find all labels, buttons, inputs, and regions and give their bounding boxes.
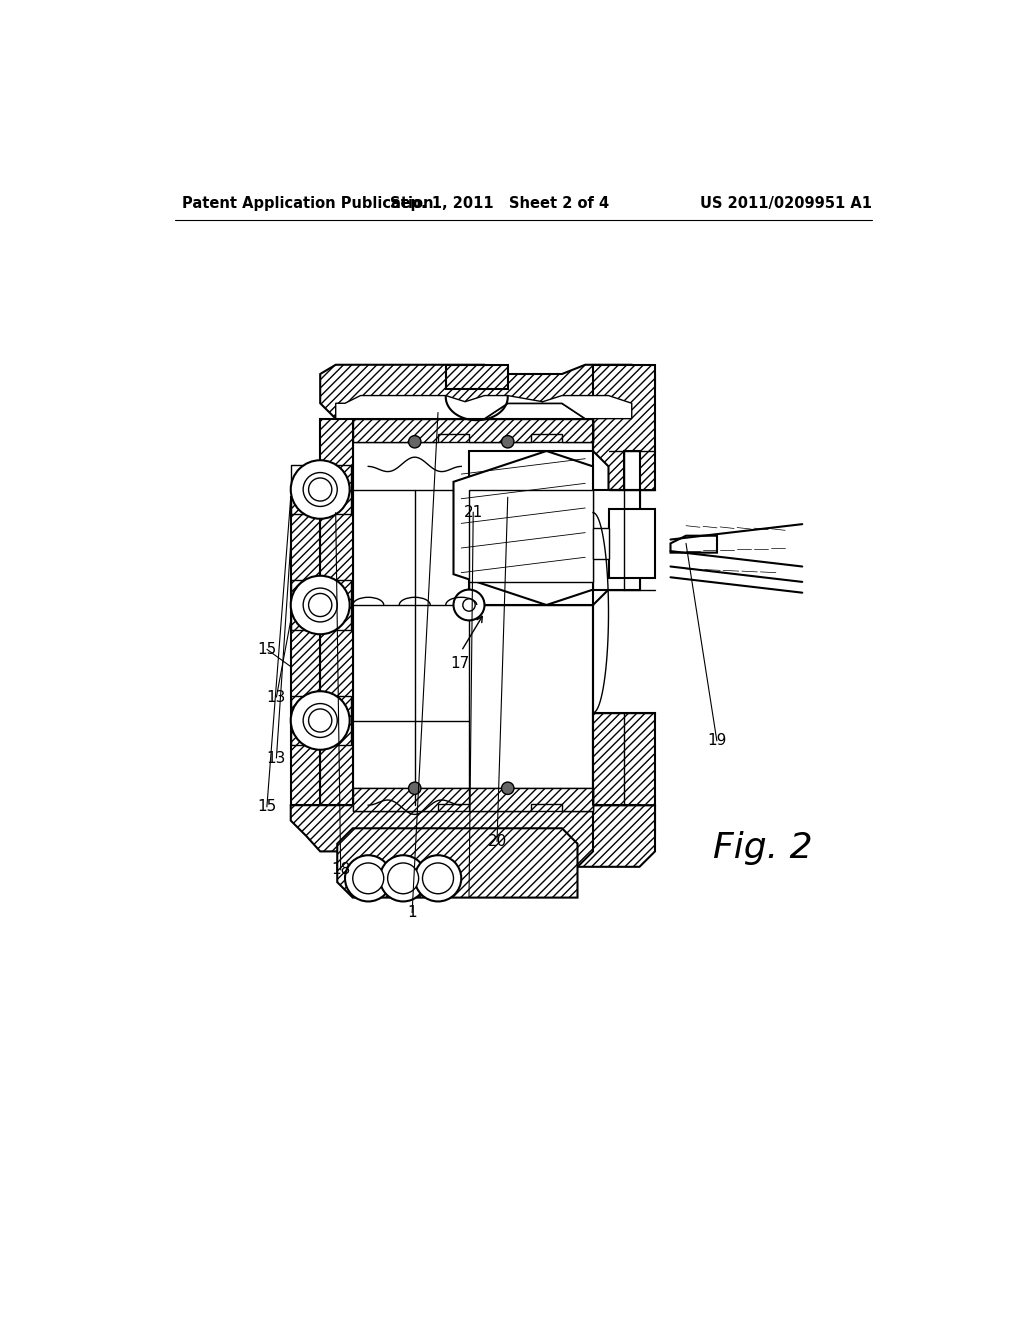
Bar [593, 490, 640, 590]
Polygon shape [321, 364, 655, 418]
Text: 15: 15 [257, 800, 276, 814]
Circle shape [308, 478, 332, 502]
Text: 13: 13 [266, 689, 286, 705]
Circle shape [463, 599, 475, 611]
Polygon shape [352, 788, 593, 812]
Text: 15: 15 [257, 642, 276, 657]
Polygon shape [337, 829, 578, 898]
Text: 13: 13 [266, 751, 286, 766]
Bar [608, 508, 655, 578]
Circle shape [303, 704, 337, 738]
Circle shape [291, 461, 349, 519]
Circle shape [308, 594, 332, 616]
Circle shape [409, 436, 421, 447]
Text: 18: 18 [331, 862, 350, 878]
Bar [352, 788, 593, 812]
Polygon shape [608, 490, 640, 590]
Polygon shape [671, 536, 717, 553]
Text: 19: 19 [708, 734, 727, 748]
Circle shape [388, 863, 419, 894]
Circle shape [308, 709, 332, 733]
Circle shape [409, 781, 421, 795]
Circle shape [291, 576, 349, 635]
Polygon shape [454, 451, 593, 605]
Text: 1: 1 [408, 906, 417, 920]
Circle shape [345, 855, 391, 902]
Polygon shape [291, 805, 593, 882]
Text: 20: 20 [487, 834, 507, 849]
Text: Sep. 1, 2011   Sheet 2 of 4: Sep. 1, 2011 Sheet 2 of 4 [390, 195, 609, 211]
Circle shape [423, 863, 454, 894]
Circle shape [502, 436, 514, 447]
Circle shape [380, 855, 426, 902]
Bar [291, 581, 351, 630]
Bar [593, 528, 608, 558]
Text: Patent Application Publication: Patent Application Publication [182, 195, 434, 211]
Circle shape [303, 473, 337, 507]
Circle shape [454, 590, 484, 620]
Bar [469, 490, 593, 582]
Bar [352, 418, 593, 442]
Circle shape [352, 863, 384, 894]
Polygon shape [336, 396, 632, 418]
Polygon shape [445, 364, 508, 389]
Polygon shape [321, 418, 352, 805]
Bar [291, 465, 351, 515]
Bar [291, 696, 351, 744]
Bar [352, 418, 593, 812]
Circle shape [502, 781, 514, 795]
Polygon shape [352, 418, 593, 442]
Circle shape [415, 855, 461, 902]
Text: Fig. 2: Fig. 2 [713, 830, 813, 865]
Text: 17: 17 [451, 656, 469, 671]
Polygon shape [469, 451, 608, 605]
Polygon shape [547, 805, 655, 867]
Text: 21: 21 [464, 504, 483, 520]
Polygon shape [593, 713, 655, 836]
Circle shape [303, 589, 337, 622]
Text: US 2011/0209951 A1: US 2011/0209951 A1 [700, 195, 872, 211]
Polygon shape [291, 498, 321, 805]
Polygon shape [593, 364, 655, 490]
Bar [608, 524, 640, 562]
Circle shape [291, 692, 349, 750]
